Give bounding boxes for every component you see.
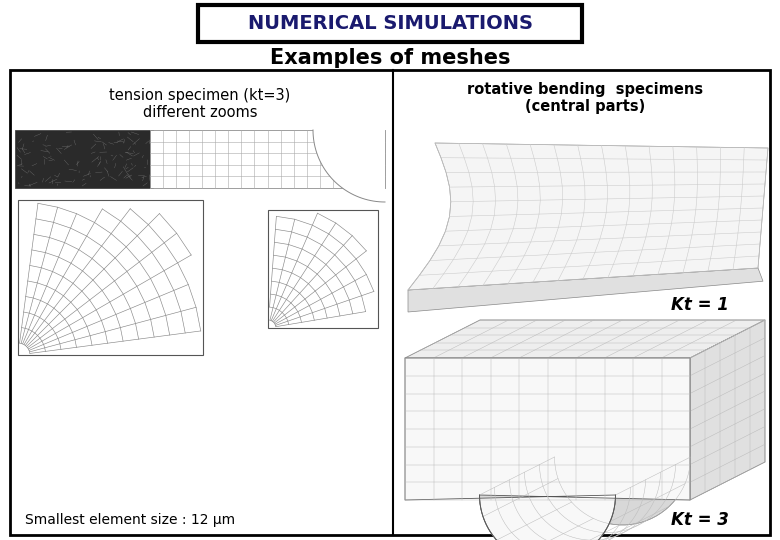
Bar	[18, 200, 203, 355]
Text: NUMERICAL SIMULATIONS: NUMERICAL SIMULATIONS	[247, 14, 533, 33]
Polygon shape	[408, 143, 768, 290]
Polygon shape	[408, 268, 763, 312]
Text: tension specimen (kt=3)
different zooms: tension specimen (kt=3) different zooms	[109, 88, 291, 120]
Text: Kt = 3: Kt = 3	[671, 511, 729, 529]
Bar	[10, 70, 770, 535]
Text: Examples of meshes: Examples of meshes	[270, 48, 510, 68]
Polygon shape	[405, 320, 765, 358]
Polygon shape	[690, 320, 765, 500]
Bar	[15, 130, 153, 188]
Bar	[268, 210, 378, 328]
Bar	[150, 130, 385, 188]
Polygon shape	[480, 457, 690, 540]
Polygon shape	[405, 358, 690, 540]
Bar	[198, 5, 582, 42]
Text: rotative bending  specimens
(central parts): rotative bending specimens (central part…	[467, 82, 703, 114]
Text: Kt = 1: Kt = 1	[671, 296, 729, 314]
Text: Smallest element size : 12 μm: Smallest element size : 12 μm	[25, 513, 235, 527]
Polygon shape	[313, 130, 385, 202]
